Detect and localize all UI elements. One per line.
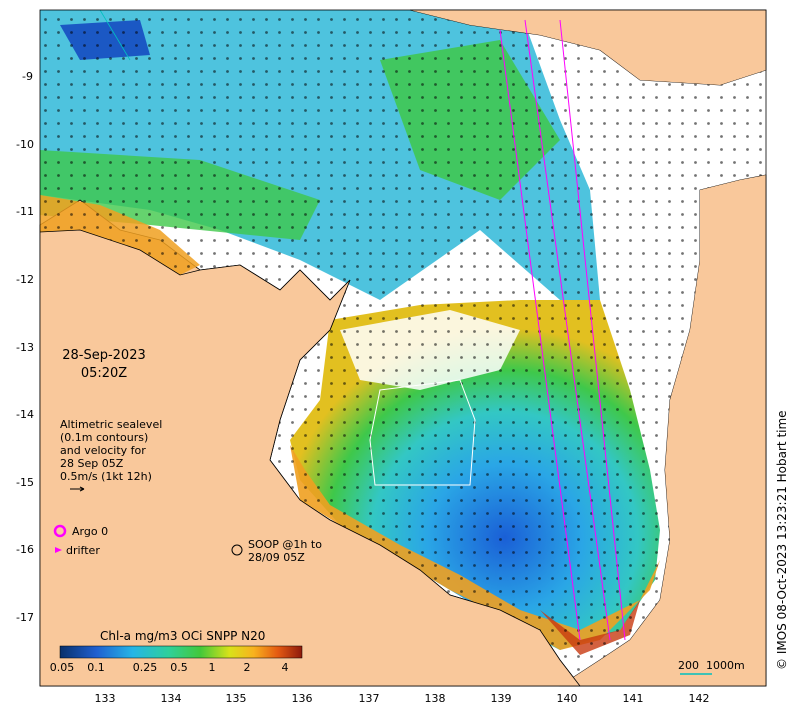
colorbar-tick: 0.1 bbox=[87, 661, 105, 674]
soop-line: SOOP @1h to bbox=[248, 538, 322, 551]
note-line: Altimetric sealevel bbox=[60, 418, 163, 431]
argo-label: Argo 0 bbox=[72, 525, 109, 538]
lon-tick: 142 bbox=[688, 692, 710, 705]
colorbar-tick: 1 bbox=[208, 661, 216, 674]
timestamp: 28-Sep-2023 05:20Z bbox=[52, 347, 156, 383]
lon-tick: 139 bbox=[490, 692, 512, 705]
lat-tick: -17 bbox=[16, 611, 34, 624]
time-label: 05:20Z bbox=[80, 366, 128, 381]
colorbar-tick: 0.25 bbox=[132, 661, 158, 674]
note-line: 0.5m/s (1kt 12h) bbox=[60, 470, 152, 483]
note-line: and velocity for bbox=[60, 444, 146, 457]
colorbar-tick: 0.05 bbox=[49, 661, 75, 674]
lat-tick: -11 bbox=[16, 205, 34, 218]
soop-label: SOOP @1h to 28/09 05Z bbox=[248, 538, 322, 564]
lat-tick: -16 bbox=[16, 543, 34, 556]
colorbar bbox=[59, 645, 303, 659]
colorbar-tick: 2 bbox=[243, 661, 251, 674]
altimetry-note: Altimetric sealevel (0.1m contours) and … bbox=[60, 418, 162, 483]
drifter-marker bbox=[55, 547, 62, 553]
lon-tick: 133 bbox=[94, 692, 116, 705]
date-label: 28-Sep-2023 bbox=[62, 348, 146, 363]
lon-tick: 136 bbox=[291, 692, 313, 705]
note-line: 28 Sep 05Z bbox=[60, 457, 124, 470]
sealevel-contour bbox=[369, 379, 476, 486]
lat-tick: -12 bbox=[16, 273, 34, 286]
lat-tick: -15 bbox=[16, 476, 34, 489]
lat-tick: -10 bbox=[16, 138, 34, 151]
lon-tick: 140 bbox=[556, 692, 578, 705]
lon-tick: 134 bbox=[160, 692, 182, 705]
scale-label-200: 200 bbox=[678, 659, 699, 672]
lat-tick: -14 bbox=[16, 408, 34, 421]
colorbar-title: Chl-a mg/m3 OCi SNPP N20 bbox=[100, 629, 266, 643]
scale-label-1000m: 1000m bbox=[706, 659, 745, 672]
lat-tick: -9 bbox=[22, 70, 33, 83]
lon-tick: 135 bbox=[225, 692, 247, 705]
drifter-label: drifter bbox=[66, 544, 100, 557]
lon-tick: 141 bbox=[622, 692, 644, 705]
lon-tick: 138 bbox=[424, 692, 446, 705]
lat-tick: -13 bbox=[16, 341, 34, 354]
credit-text: © IMOS 08-Oct-2023 13:23:21 Hobart time bbox=[775, 410, 789, 670]
soop-track bbox=[499, 29, 581, 641]
soop-marker bbox=[231, 544, 243, 556]
soop-line: 28/09 05Z bbox=[248, 551, 305, 564]
argo-marker bbox=[53, 524, 67, 538]
colorbar-tick: 4 bbox=[281, 661, 289, 674]
note-line: (0.1m contours) bbox=[60, 431, 149, 444]
colorbar-tick: 0.5 bbox=[170, 661, 188, 674]
lon-tick: 137 bbox=[358, 692, 380, 705]
